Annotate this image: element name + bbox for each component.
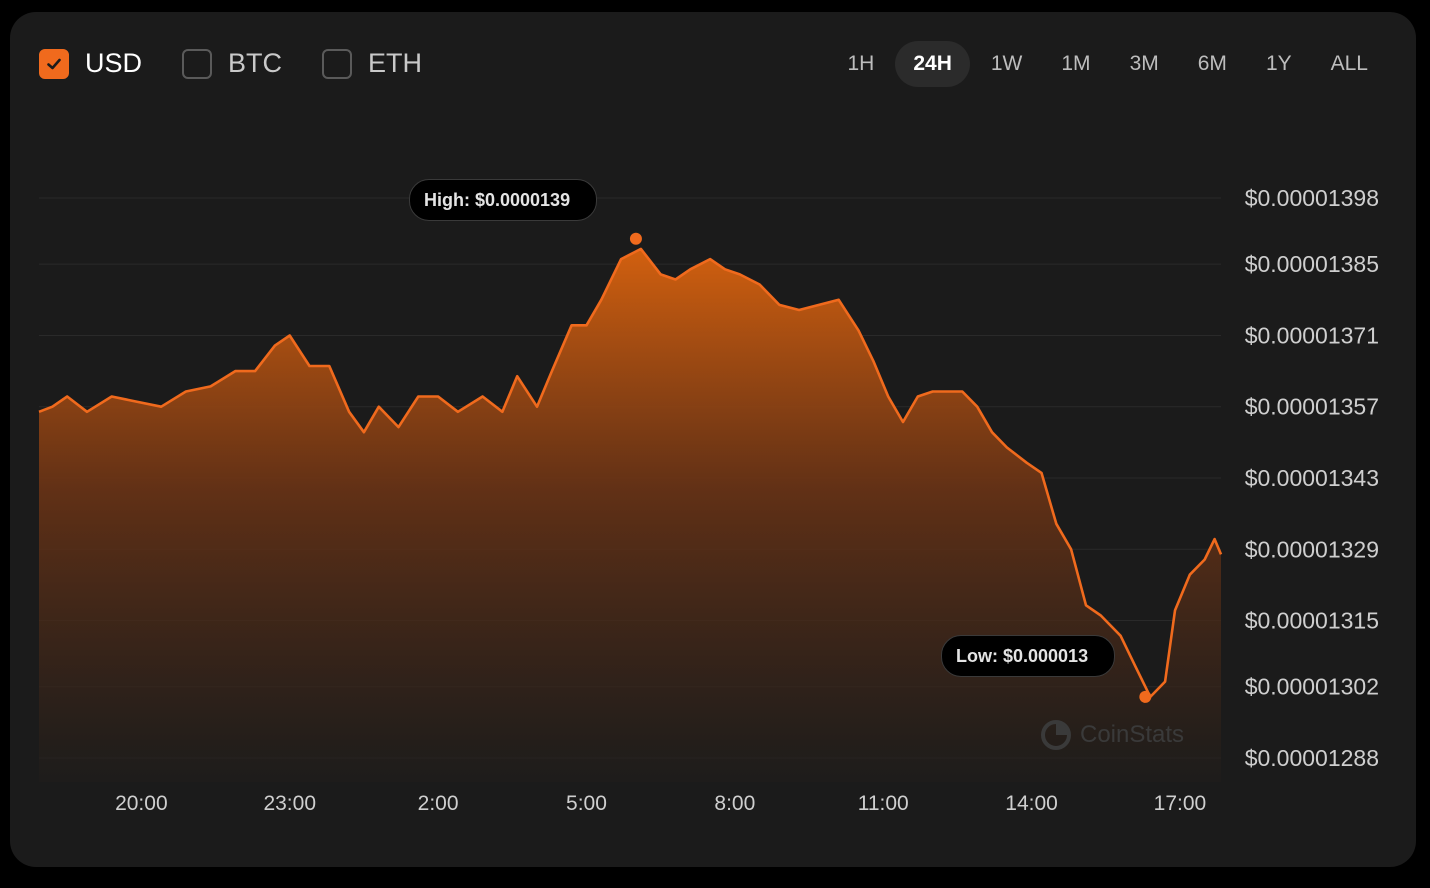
tab-1m[interactable]: 1M: [1061, 52, 1091, 75]
watermark-text: CoinStats: [1080, 721, 1185, 748]
y-tick-label: $0.00001398: [1245, 185, 1379, 211]
x-tick-label: 17:00: [1154, 792, 1207, 815]
x-tick-label: 8:00: [714, 792, 755, 815]
y-tick-label: $0.00001385: [1245, 251, 1379, 277]
y-tick-label: $0.00001329: [1245, 536, 1379, 562]
currency-selector: USD BTC ETH: [39, 48, 462, 79]
currency-label-btc: BTC: [228, 48, 283, 78]
high-price-tooltip: High: $0.0000139: [409, 179, 598, 221]
x-tick-label: 11:00: [858, 792, 909, 815]
x-tick-label: 20:00: [115, 792, 168, 815]
x-tick-label: 2:00: [418, 792, 459, 815]
y-tick-label: $0.00001315: [1245, 608, 1379, 634]
btc-checkbox[interactable]: [182, 48, 213, 79]
coinstats-watermark: CoinStats: [1040, 719, 1184, 751]
coinstats-logo-icon: [1041, 720, 1071, 750]
y-tick-label: $0.00001302: [1245, 674, 1379, 700]
high-marker: [629, 232, 642, 245]
tab-6m[interactable]: 6M: [1197, 52, 1227, 75]
y-tick-label: $0.00001357: [1245, 394, 1379, 420]
currency-option-usd[interactable]: USD: [39, 48, 142, 79]
chart-card: USD BTC ETH 1H 24H 1W 1M 3M 6M 1Y ALL: [10, 12, 1416, 867]
eth-checkbox[interactable]: [322, 48, 353, 79]
low-marker: [1139, 690, 1152, 703]
y-tick-label: $0.00001343: [1245, 465, 1379, 491]
low-price-tooltip: Low: $0.000013: [941, 635, 1116, 677]
tab-24h[interactable]: 24H: [895, 41, 970, 87]
x-tick-label: 23:00: [263, 792, 316, 815]
price-chart[interactable]: $0.00001398 $0.00001385 $0.00001371 $0.0000…: [10, 12, 1416, 867]
price-line: [38, 247, 1223, 699]
currency-option-eth[interactable]: ETH: [322, 48, 422, 79]
y-tick-label: $0.00001288: [1245, 745, 1379, 771]
tab-1w[interactable]: 1W: [990, 52, 1023, 75]
tab-all[interactable]: ALL: [1330, 52, 1368, 75]
y-tick-label: $0.00001371: [1245, 322, 1379, 348]
currency-option-btc[interactable]: BTC: [182, 48, 282, 79]
time-range-tabs: 1H 24H 1W 1M 3M 6M 1Y ALL: [826, 41, 1386, 87]
checkmark-icon: [47, 58, 61, 69]
x-tick-label: 5:00: [566, 792, 607, 815]
price-area: [39, 248, 1221, 782]
tab-1h[interactable]: 1H: [847, 52, 875, 75]
currency-label-eth: ETH: [368, 48, 423, 78]
tab-1y[interactable]: 1Y: [1265, 52, 1292, 75]
tab-3m[interactable]: 3M: [1129, 52, 1159, 75]
currency-label-usd: USD: [85, 48, 143, 78]
x-tick-label: 14:00: [1005, 792, 1058, 815]
usd-checkbox[interactable]: [39, 48, 69, 79]
